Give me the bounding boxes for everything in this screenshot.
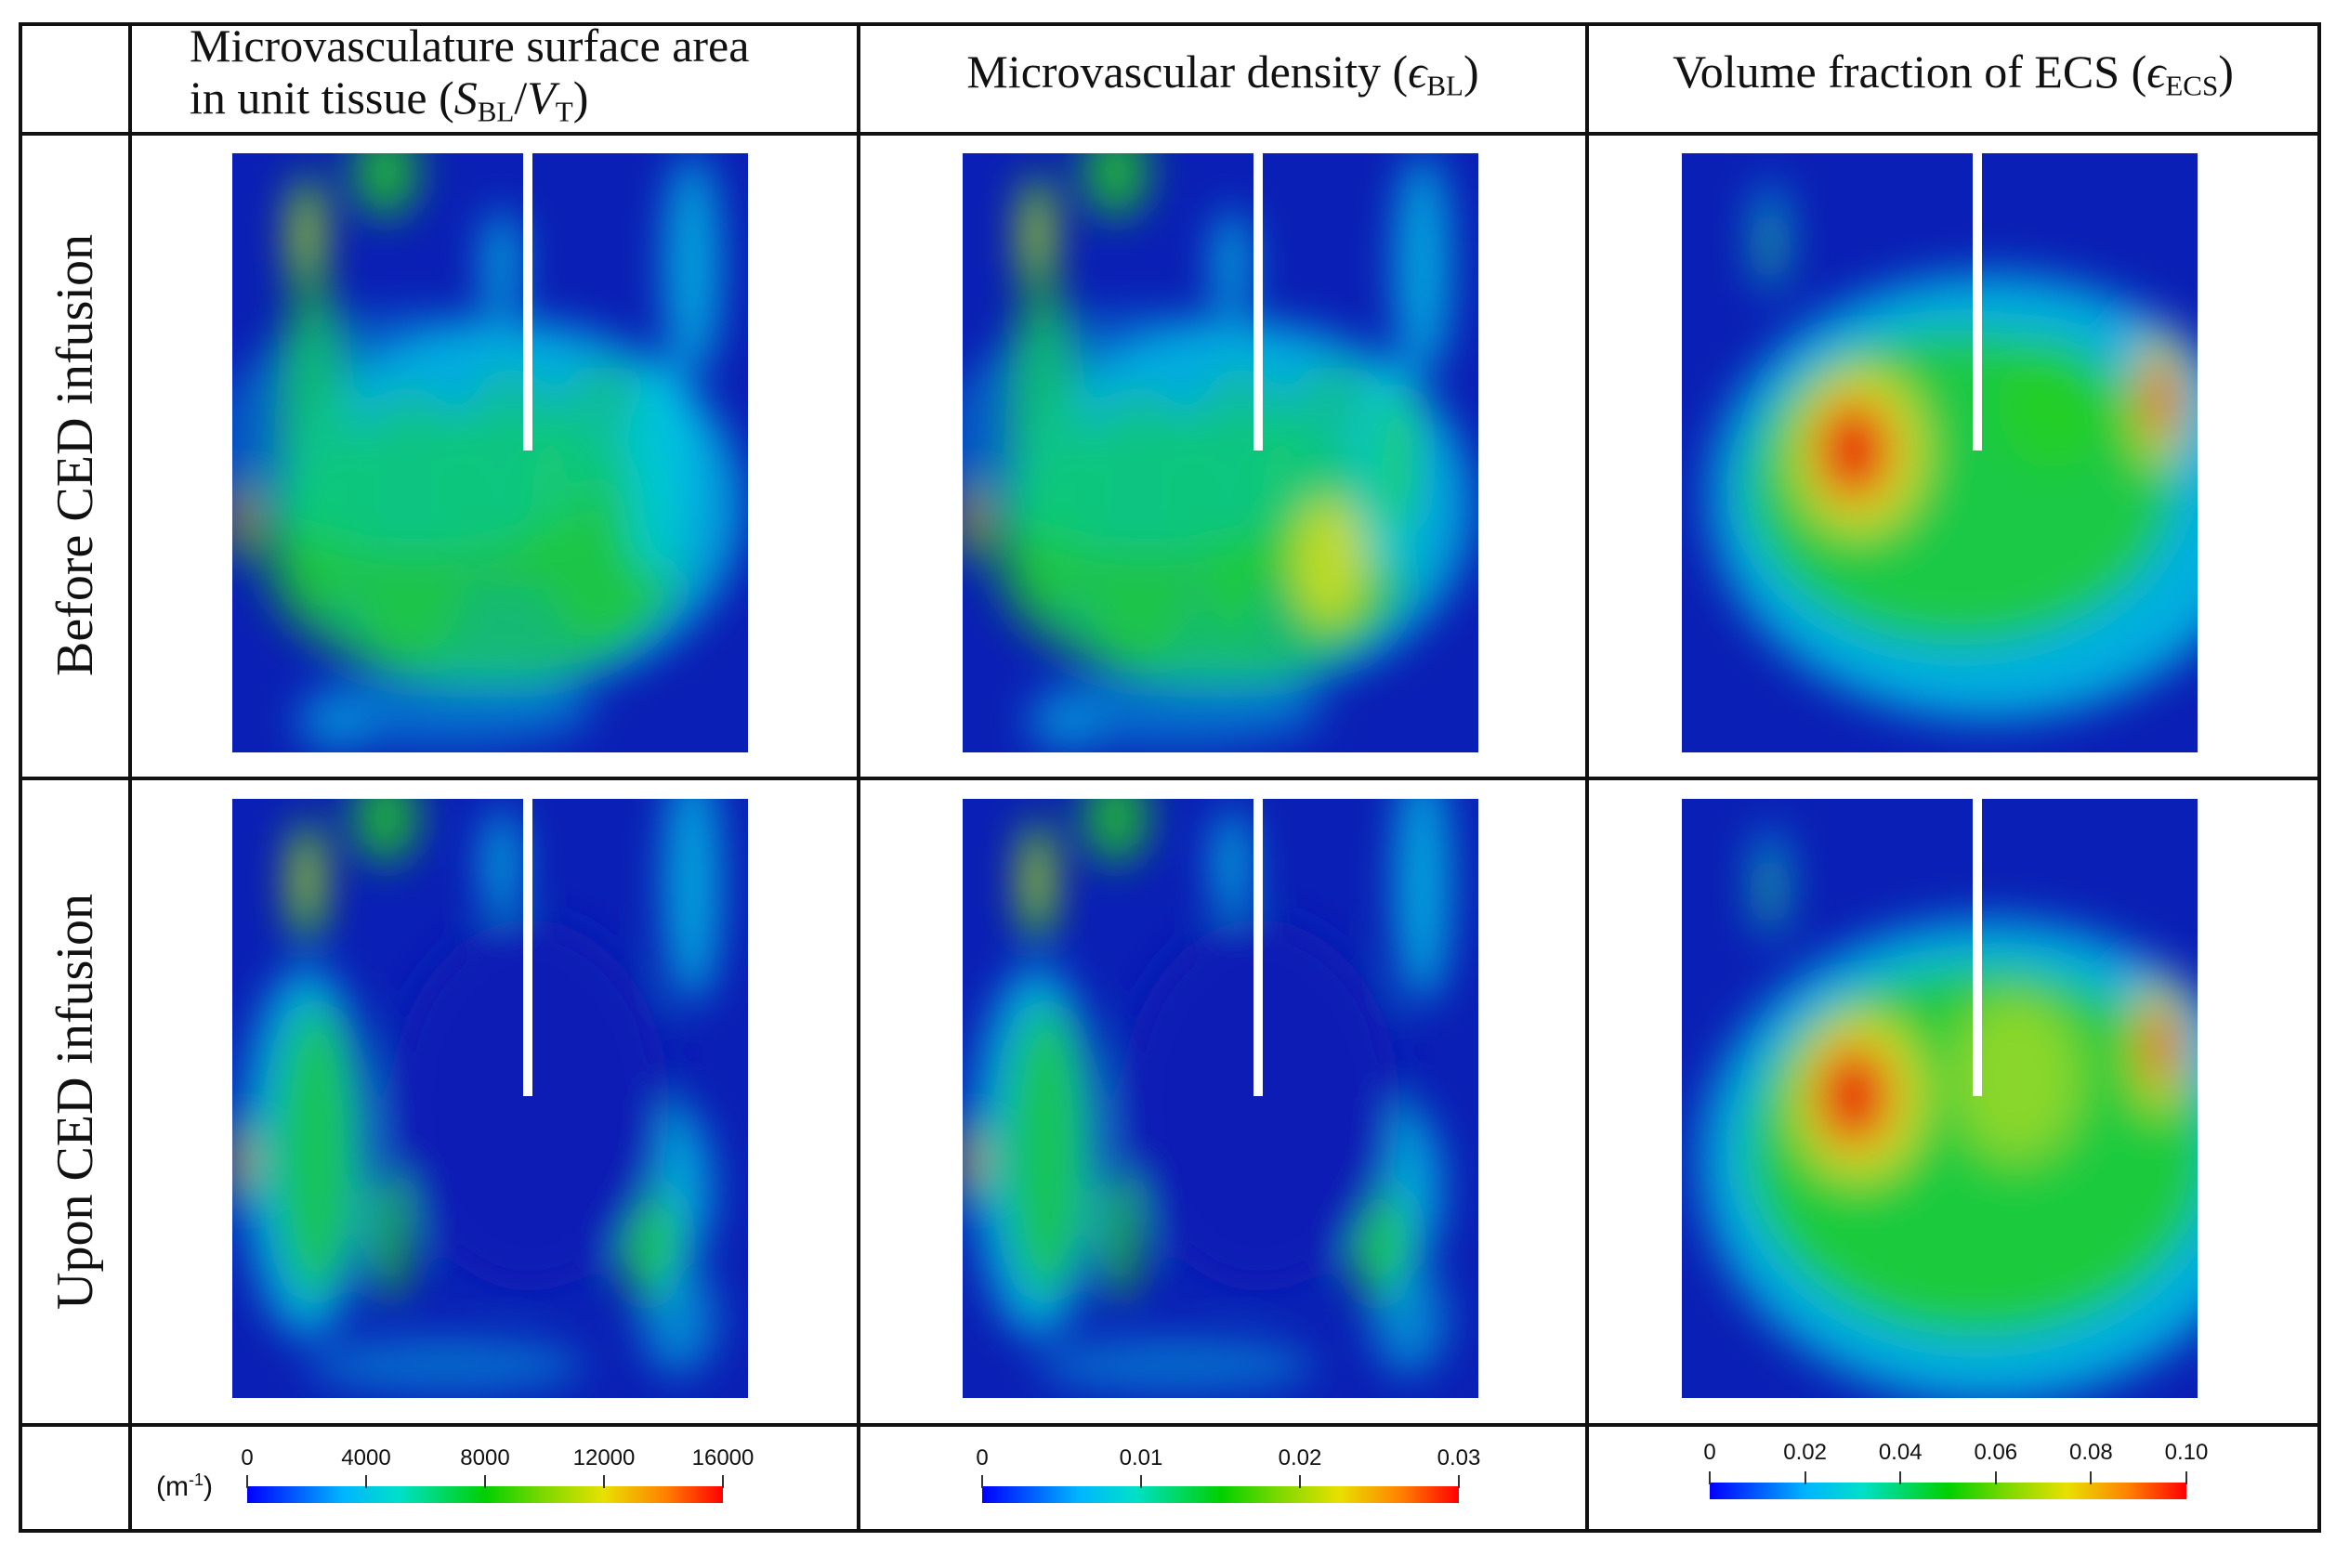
colorbar-tick-mark	[1709, 1471, 1711, 1484]
catheter-needle	[1973, 799, 1982, 1096]
catheter-needle	[523, 799, 532, 1096]
heatmap-field	[232, 153, 748, 752]
map-surface-area-upon	[232, 799, 748, 1398]
colorbar-tick-mark	[484, 1475, 486, 1488]
colorbar-tick-mark	[1140, 1475, 1142, 1488]
colorbar-tick-mark	[1804, 1471, 1806, 1484]
header-ecs-volume-fraction: Volume fraction of ECS (ϵECS)	[1673, 46, 2234, 102]
colorbar-tick-mark	[1299, 1475, 1301, 1488]
map-surface-area-before	[232, 153, 748, 752]
map-density-upon	[963, 799, 1478, 1398]
colorbar-tick-label: 0.01	[1119, 1445, 1163, 1470]
catheter-needle	[1973, 153, 1982, 451]
row-label-before: Before CED infusion	[46, 234, 104, 676]
colorbar-tick-label: 8000	[460, 1445, 510, 1470]
heatmap-field	[963, 153, 1478, 752]
colorbar-tick-label: 4000	[341, 1445, 391, 1470]
colorbar-tick-label: 16000	[691, 1445, 755, 1470]
colorbar-tick-label: 0.06	[1974, 1440, 2018, 1465]
colorbar-unit: (m-1)	[156, 1470, 213, 1502]
catheter-needle	[1253, 153, 1263, 451]
colorbar-tick-label: 0.03	[1437, 1445, 1481, 1470]
colorbar-tick-label: 12000	[572, 1445, 636, 1470]
colorbar-tick-label: 0.04	[1878, 1440, 1923, 1465]
colorbar-tick-mark	[1994, 1471, 1997, 1484]
heatmap-field	[1682, 799, 2198, 1398]
header-surface-area-line2: in unit tissue (SBL/VT)	[190, 72, 589, 128]
map-ecs-upon	[1682, 799, 2198, 1398]
colorbar-tick-mark	[365, 1475, 367, 1488]
header-microvascular-density: Microvascular density (ϵBL)	[966, 46, 1479, 102]
colorbar-tick-mark	[1458, 1475, 1460, 1488]
colorbar-tick-label: 0.08	[2069, 1440, 2113, 1465]
colorbar-tick-mark	[246, 1475, 248, 1488]
colorbar-tick-mark	[722, 1475, 724, 1488]
row-label-upon: Upon CED infusion	[46, 894, 104, 1310]
heatmap-field	[232, 799, 748, 1398]
colorbar-tick-label: 0.10	[2164, 1440, 2209, 1465]
colorbar-tick-label: 0.02	[1783, 1440, 1827, 1465]
colorbar-tick-mark	[603, 1475, 605, 1488]
catheter-needle	[523, 153, 532, 451]
colorbar-tick-mark	[1899, 1471, 1902, 1484]
colorbar-gradient	[1710, 1483, 2186, 1499]
map-density-before	[963, 153, 1478, 752]
colorbar-tick-label: 0	[241, 1445, 254, 1470]
heatmap-field	[1682, 153, 2198, 752]
colorbar-tick-label: 0	[1703, 1440, 1716, 1465]
header-surface-area-line1: Microvasculature surface area	[190, 20, 750, 72]
catheter-needle	[1253, 799, 1263, 1096]
colorbar-tick-mark	[981, 1475, 983, 1488]
heatmap-field	[963, 799, 1478, 1398]
colorbar-tick-mark	[2185, 1471, 2187, 1484]
colorbar-tick-label: 0.02	[1278, 1445, 1322, 1470]
colorbar-tick-label: 0	[976, 1445, 989, 1470]
header-surface-area: Microvasculature surface area in unit ti…	[132, 20, 857, 132]
map-ecs-before	[1682, 153, 2198, 752]
colorbar-tick-mark	[2090, 1471, 2093, 1484]
colorbar-gradient	[247, 1486, 723, 1503]
colorbar-gradient	[982, 1486, 1459, 1503]
